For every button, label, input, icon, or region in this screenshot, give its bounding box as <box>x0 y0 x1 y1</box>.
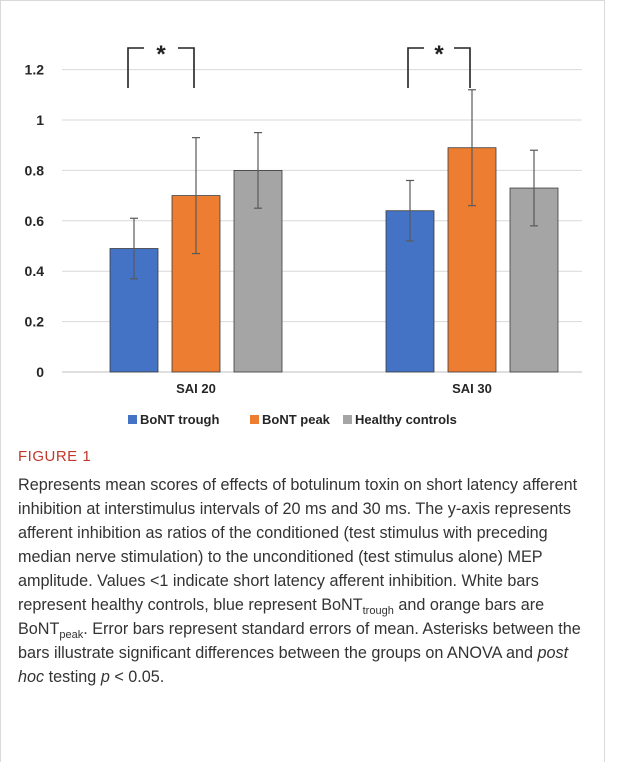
left-border <box>0 0 1 762</box>
caption-text-2: and orange bars are BoNT <box>18 596 545 638</box>
y-tick-label: 0.6 <box>25 213 45 229</box>
y-tick-label: 0 <box>36 364 44 380</box>
bracket-left <box>127 47 144 88</box>
bars <box>109 147 559 373</box>
caption-text-3: . Error bars represent standard errors o… <box>18 620 581 662</box>
y-tick-label: 1.2 <box>25 62 45 78</box>
legend-swatch <box>250 415 259 424</box>
legend-swatch <box>128 415 137 424</box>
y-tick-label: 1 <box>36 112 44 128</box>
caption-italic-posthoc: post hoc <box>18 644 569 686</box>
bracket-right <box>454 47 471 88</box>
caption-text-5: < 0.05. <box>109 668 165 686</box>
right-border <box>604 0 605 762</box>
y-tick-labels: 0 0.2 0.4 0.6 0.8 1 1.2 <box>25 62 45 380</box>
error-bars <box>130 89 538 280</box>
caption-block: FIGURE 1 Represents mean scores of effec… <box>18 448 598 689</box>
top-border <box>0 0 604 1</box>
x-category-labels: SAI 20 SAI 30 <box>176 381 492 396</box>
caption-sub-peak: peak <box>59 629 84 642</box>
legend-label: BoNT peak <box>262 412 331 427</box>
significance-asterisk: * <box>156 41 166 68</box>
y-tick-label: 0.4 <box>25 263 45 279</box>
bracket-right <box>178 47 195 88</box>
caption-text-4: testing <box>44 668 101 686</box>
significance-asterisk: * <box>434 41 444 68</box>
caption-italic-p: p <box>100 668 110 686</box>
y-tick-label: 0.2 <box>25 314 45 330</box>
bar-bont-peak-1 <box>447 147 497 373</box>
legend-label: Healthy controls <box>355 412 457 427</box>
bar-chart: 00.20.40.60.811.2 * * SAI 20 SAI 30 BoNT t… <box>25 41 582 427</box>
x-category-label: SAI 30 <box>452 381 492 396</box>
y-tick-label: 0.8 <box>25 162 45 178</box>
significance-brackets: * * <box>127 41 471 88</box>
bracket-left <box>407 47 424 88</box>
legend-swatch <box>343 415 352 424</box>
figure-label: FIGURE 1 <box>18 448 92 465</box>
figure-caption: Represents mean scores of effects of bot… <box>18 473 598 689</box>
caption-text-1: Represents mean scores of effects of bot… <box>18 476 578 614</box>
caption-sub-trough: trough <box>362 605 394 618</box>
x-category-label: SAI 20 <box>176 381 216 396</box>
legend-label: BoNT trough <box>140 412 219 427</box>
legend: BoNT trough BoNT peak Healthy controls <box>128 412 457 427</box>
